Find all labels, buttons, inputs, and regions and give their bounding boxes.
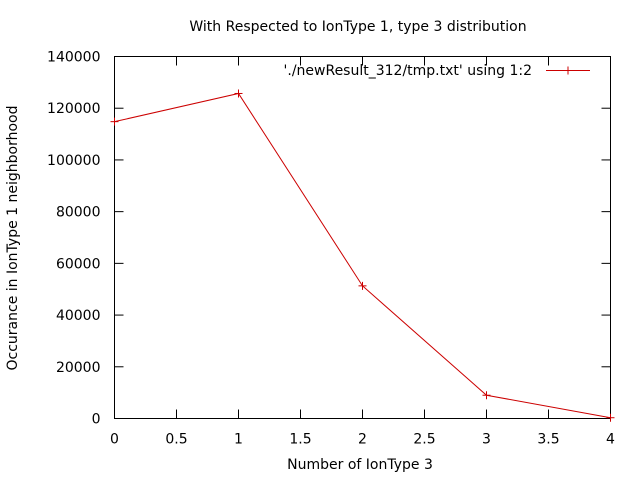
x-tick-label: 1 (234, 432, 243, 448)
series-group (110, 89, 615, 422)
data-point (358, 281, 367, 290)
y-tick-label: 60000 (56, 256, 101, 272)
data-point (606, 413, 615, 422)
x-tick-label: 2.5 (413, 432, 435, 448)
data-point (110, 117, 119, 126)
legend-marker (564, 66, 572, 75)
series-path (114, 92, 611, 419)
x-tick-label: 3.5 (537, 432, 559, 448)
y-tick-label: 140000 (47, 50, 100, 66)
series-line (110, 89, 615, 422)
data-point (482, 391, 491, 400)
x-tick-label: 2 (358, 432, 367, 448)
x-tick-label: 0.5 (165, 432, 187, 448)
y-tick-label: 100000 (47, 153, 100, 169)
data-point (234, 89, 243, 98)
legend-label: './newResult_312/tmp.txt' using 1:2 (284, 63, 532, 79)
tick-labels: 0 0.5 1 1.5 2 2.5 3 3.5 4 0 20000 40000 60000 80000 10… (47, 50, 615, 448)
chart-title: With Respected to IonType 1, type 3 dist… (189, 19, 526, 35)
y-axis-label: Occurance in IonType 1 neighborhood (5, 106, 21, 371)
y-tick-label: 80000 (56, 205, 101, 221)
y-tick-label: 120000 (47, 101, 100, 117)
y-tick-label: 40000 (56, 308, 101, 324)
x-tick-label: 1.5 (289, 432, 311, 448)
plot-frame (114, 56, 611, 419)
axis-ticks (114, 56, 611, 419)
x-tick-label: 3 (482, 432, 491, 448)
x-tick-label: 0 (110, 432, 119, 448)
y-tick-label: 0 (92, 412, 101, 428)
x-tick-label: 4 (606, 432, 615, 448)
x-axis-label: Number of IonType 3 (287, 457, 433, 473)
y-tick-label: 20000 (56, 360, 101, 376)
legend: './newResult_312/tmp.txt' using 1:2 (284, 63, 590, 79)
